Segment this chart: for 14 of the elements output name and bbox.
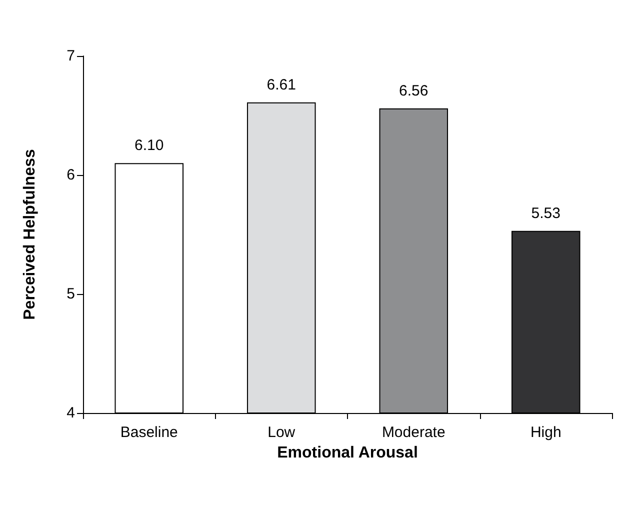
x-tick-label: Baseline <box>120 424 178 441</box>
y-tick-label: 5 <box>66 286 75 302</box>
x-tick-label: Moderate <box>382 424 446 441</box>
data-label: 5.53 <box>531 204 560 222</box>
x-tick-label: Low <box>268 424 296 441</box>
data-label: 6.56 <box>399 82 428 100</box>
x-tick-label: High <box>530 424 562 441</box>
y-axis-title: Perceived Helpfulness <box>22 149 38 320</box>
y-tick-label: 6 <box>66 166 75 184</box>
data-label: 6.10 <box>134 137 164 154</box>
y-tick-label: 7 <box>66 48 75 64</box>
data-label: 6.61 <box>266 76 296 94</box>
x-axis-title: Emotional Arousal <box>277 444 418 462</box>
y-tick-label: 4 <box>66 404 75 422</box>
